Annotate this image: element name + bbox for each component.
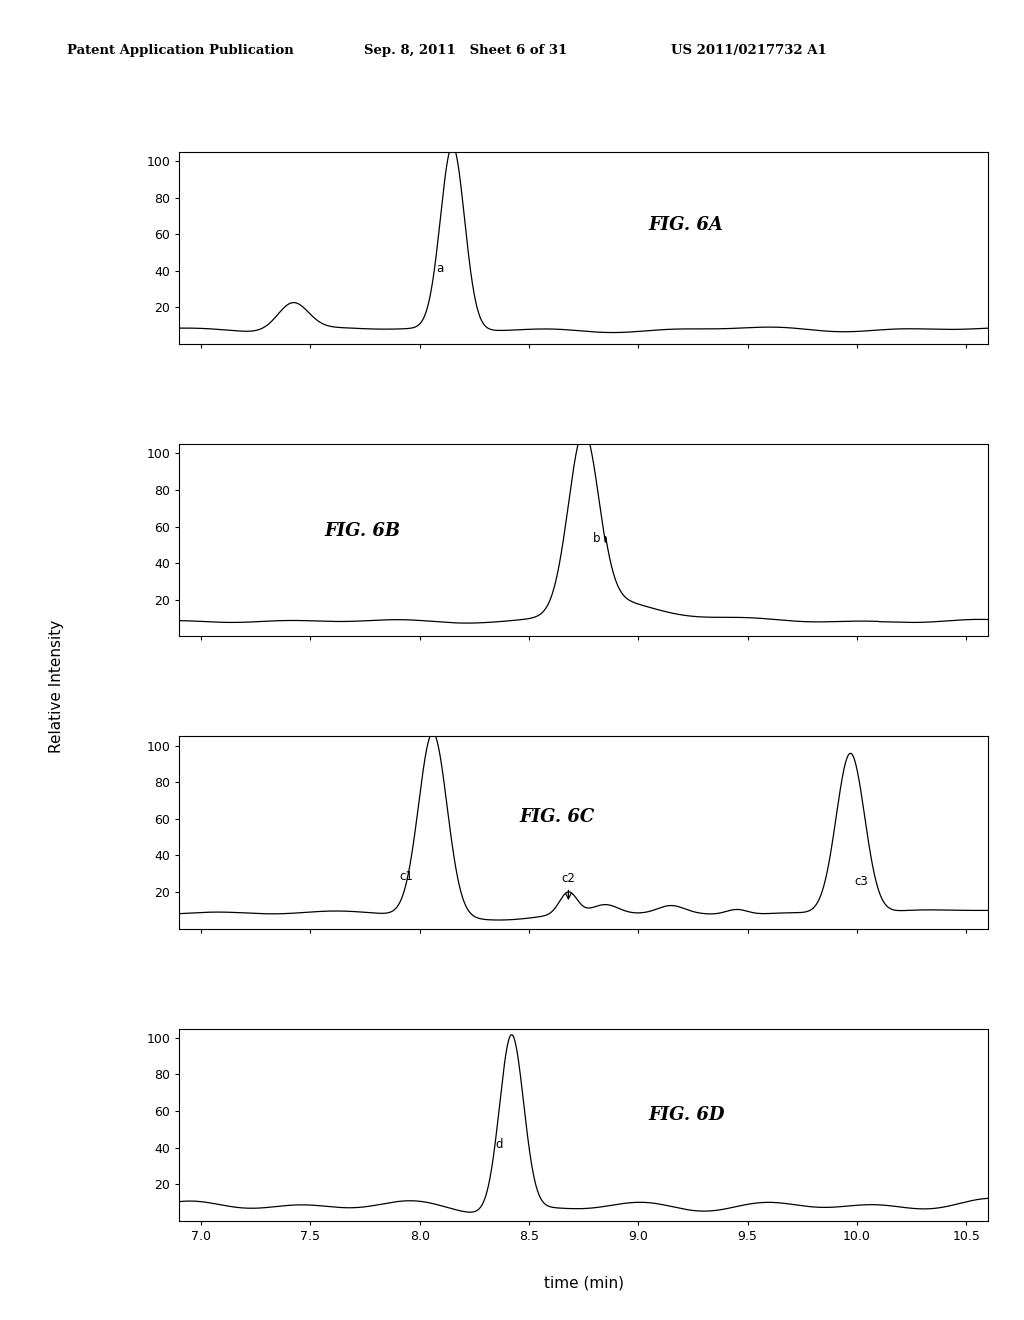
Text: c1: c1 — [399, 870, 413, 883]
Text: d: d — [496, 1138, 503, 1151]
Text: c3: c3 — [855, 875, 868, 888]
Text: FIG. 6D: FIG. 6D — [648, 1106, 725, 1125]
Text: c2: c2 — [561, 871, 575, 899]
Text: Patent Application Publication: Patent Application Publication — [67, 44, 293, 57]
Text: time (min): time (min) — [544, 1275, 624, 1291]
Text: Sep. 8, 2011   Sheet 6 of 31: Sep. 8, 2011 Sheet 6 of 31 — [364, 44, 566, 57]
Text: Relative Intensity: Relative Intensity — [49, 620, 63, 752]
Text: FIG. 6B: FIG. 6B — [325, 521, 401, 540]
Text: FIG. 6C: FIG. 6C — [519, 808, 594, 826]
Text: a: a — [436, 261, 443, 275]
Text: US 2011/0217732 A1: US 2011/0217732 A1 — [671, 44, 826, 57]
Text: FIG. 6A: FIG. 6A — [648, 216, 723, 234]
Text: b: b — [593, 532, 600, 545]
